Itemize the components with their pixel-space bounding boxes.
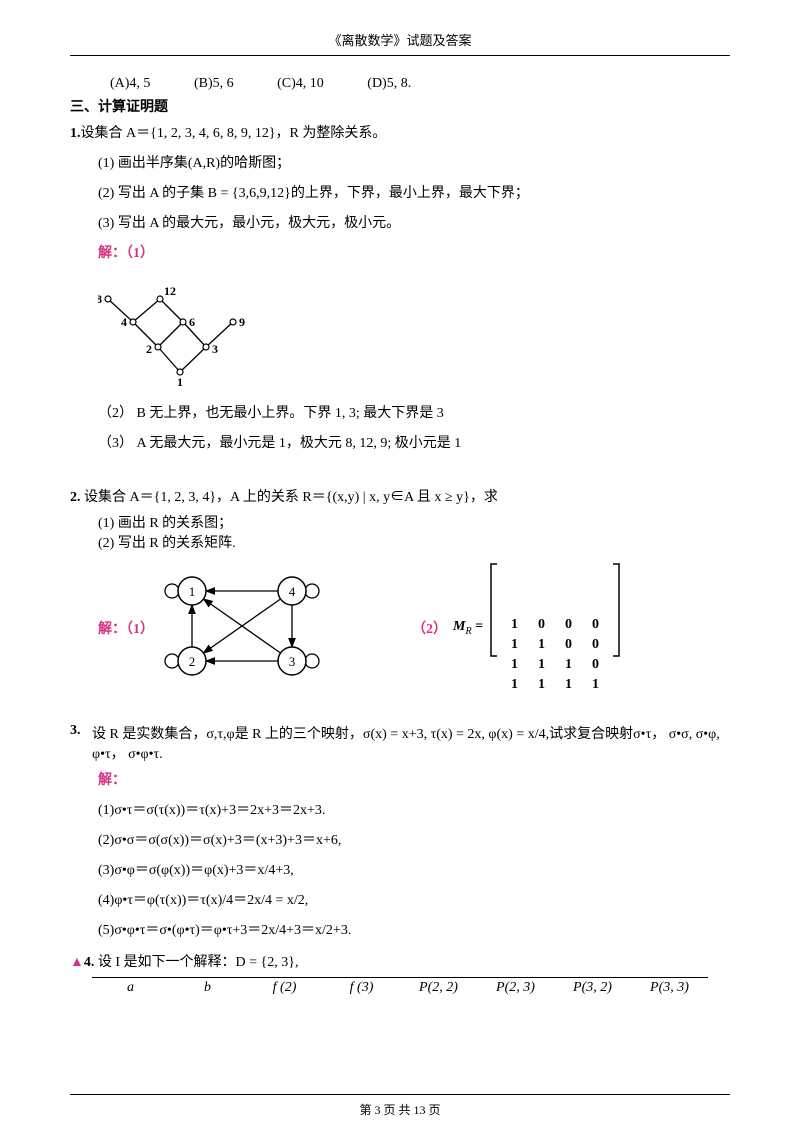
problem-1: 1.设集合 A＝{1, 2, 3, 4, 6, 8, 9, 12}，R 为整除关… xyxy=(70,122,730,142)
problem-2-sol-label2: （2） xyxy=(412,618,447,638)
svg-text:4: 4 xyxy=(121,315,127,329)
table-header-cell: a xyxy=(92,980,169,996)
svg-text:8: 8 xyxy=(98,292,102,306)
svg-text:4: 4 xyxy=(289,584,296,599)
problem-4-num: 4. xyxy=(84,955,95,970)
hasse-diagram: 123469812 xyxy=(98,272,730,392)
matrix-label: M xyxy=(453,619,465,634)
svg-text:2: 2 xyxy=(146,342,152,356)
problem-4-stem: 设 I 是如下一个解释：D = {2, 3}, xyxy=(94,955,298,970)
svg-text:2: 2 xyxy=(189,654,196,669)
problem-2-sol-label1: 解：（1） xyxy=(98,618,154,638)
problem-3-sol-label: 解： xyxy=(98,773,126,788)
table-header-cell: P(3, 2) xyxy=(554,980,631,996)
table-header-cell: f (2) xyxy=(246,980,323,996)
problem-1-num: 1. xyxy=(70,126,81,141)
problem-1-ans3: （3） A 无最大元，最小元是 1，极大元 8, 12, 9; 极小元是 1 xyxy=(98,432,730,452)
problem-3-num: 3. xyxy=(70,723,81,738)
problem-1-sol-label: 解：（1） xyxy=(98,246,154,261)
interpretation-table-header: abf (2)f (3)P(2, 2)P(2, 3)P(3, 2)P(3, 3) xyxy=(92,977,708,996)
p3-line-1: (1)σ•τ＝σ(τ(x))＝τ(x)+3＝2x+3＝2x+3. xyxy=(98,799,730,819)
p3-line-3: (3)σ•φ＝σ(φ(x))＝φ(x)+3＝x/4+3, xyxy=(98,859,730,879)
problem-1-ans2: （2） B 无上界，也无最小上界。下界 1, 3; 最大下界是 3 xyxy=(98,402,730,422)
p3-line-4: (4)φ•τ＝φ(τ(x))＝τ(x)/4＝2x/4 = x/2, xyxy=(98,889,730,909)
table-header-cell: f (3) xyxy=(323,980,400,996)
p3-line-2: (2)σ•σ＝σ(σ(x))＝σ(x)+3＝(x+3)+3＝x+6, xyxy=(98,829,730,849)
problem-1-sub3: (3) 写出 A 的最大元，最小元，极大元，极小元。 xyxy=(98,212,730,232)
problem-1-sub1: (1) 画出半序集(A,R)的哈斯图； xyxy=(98,152,730,172)
problem-2-stem: 设集合 A＝{1, 2, 3, 4}，A 上的关系 R＝{(x,y) | x, … xyxy=(81,490,498,505)
p3-line-5: (5)σ•φ•τ＝σ•(φ•τ)＝φ•τ+3＝2x/4+3＝x/2+3. xyxy=(98,919,730,939)
svg-text:3: 3 xyxy=(289,654,296,669)
relation-graph: 1 4 2 3 xyxy=(162,566,342,691)
svg-text:1: 1 xyxy=(177,375,183,387)
svg-text:1: 1 xyxy=(189,584,196,599)
option-d: (D)5, 8. xyxy=(367,76,411,91)
problem-3-stem: 设 R 是实数集合，σ,τ,φ是 R 上的三个映射，σ(x) = x+3, τ(… xyxy=(92,723,730,763)
option-c: (C)4, 10 xyxy=(277,76,324,91)
svg-text:6: 6 xyxy=(189,315,195,329)
problem-3: 3. 设 R 是实数集合，σ,τ,φ是 R 上的三个映射，σ(x) = x+3,… xyxy=(70,723,730,763)
option-b: (B)5, 6 xyxy=(194,76,234,91)
svg-text:9: 9 xyxy=(239,315,245,329)
svg-text:12: 12 xyxy=(164,284,176,298)
problem-2-num: 2. xyxy=(70,490,81,505)
mc-options: (A)4, 5 (B)5, 6 (C)4, 10 (D)5, 8. xyxy=(110,76,730,92)
problem-1-stem: 设集合 A＝{1, 2, 3, 4, 6, 8, 9, 12}，R 为整除关系。 xyxy=(81,126,387,141)
section-3-heading: 三、计算证明题 xyxy=(70,96,730,116)
problem-2-sub1: (1) 画出 R 的关系图； xyxy=(98,512,730,532)
table-header-cell: P(2, 2) xyxy=(400,980,477,996)
table-header-cell: P(3, 3) xyxy=(631,980,708,996)
svg-text:3: 3 xyxy=(212,342,218,356)
problem-2-sub2: (2) 写出 R 的关系矩阵. xyxy=(98,532,730,552)
page-header-title: 《离散数学》试题及答案 xyxy=(70,30,730,49)
relation-matrix: （2） MR = 1000110011101111 xyxy=(412,562,623,695)
table-header-cell: P(2, 3) xyxy=(477,980,554,996)
page-footer: 第 3 页 共 13 页 xyxy=(0,1094,800,1118)
problem-4: ▲4. 设 I 是如下一个解释：D = {2, 3}, xyxy=(70,951,730,971)
table-header-cell: b xyxy=(169,980,246,996)
problem-1-sub2: (2) 写出 A 的子集 B = {3,6,9,12}的上界，下界，最小上界，最… xyxy=(98,182,730,202)
option-a: (A)4, 5 xyxy=(110,76,150,91)
header-rule xyxy=(70,55,730,56)
triangle-mark-icon: ▲ xyxy=(70,955,84,970)
matrix-sub: R xyxy=(465,626,471,637)
problem-2: 2. 设集合 A＝{1, 2, 3, 4}，A 上的关系 R＝{(x,y) | … xyxy=(70,486,730,506)
page: 《离散数学》试题及答案 (A)4, 5 (B)5, 6 (C)4, 10 (D)… xyxy=(0,0,800,1132)
page-number: 第 3 页 共 13 页 xyxy=(359,1103,440,1117)
